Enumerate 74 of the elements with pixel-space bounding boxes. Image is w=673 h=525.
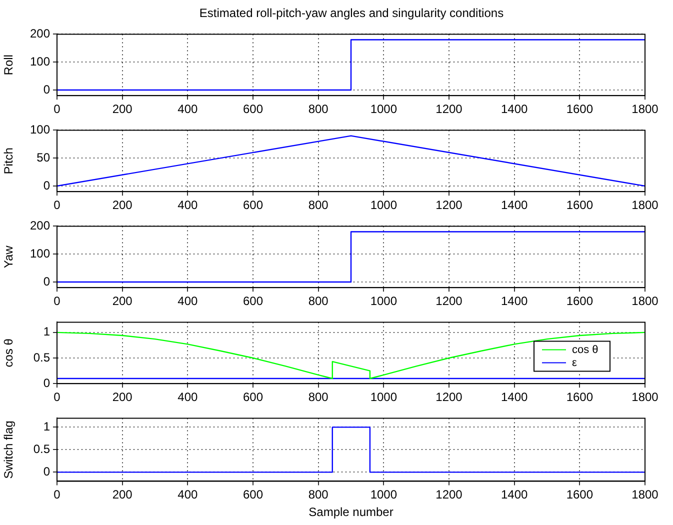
x-tick-label: 1200 (436, 102, 463, 116)
chart-title: Estimated roll-pitch-yaw angles and singularity conditions (198, 5, 505, 22)
y-axis-title: Roll (2, 54, 16, 76)
x-tick-label: 1800 (632, 390, 659, 404)
x-tick-label: 0 (54, 198, 61, 212)
y-tick-label: 100 (30, 54, 50, 68)
y-tick-label: 1 (43, 324, 50, 339)
x-tick-label: 0 (54, 488, 61, 502)
x-tick-label: 0 (54, 102, 61, 116)
x-tick-label: 1000 (370, 198, 398, 212)
y-tick-label: 0 (43, 274, 50, 288)
x-tick-label: 1400 (500, 488, 528, 502)
x-tick-label: 1800 (632, 488, 659, 502)
x-tick-label: 1000 (370, 488, 398, 502)
x-tick-label: 1000 (370, 294, 398, 308)
x-tick-label: 400 (178, 294, 198, 308)
x-tick-label: 1600 (566, 390, 594, 404)
y-tick-label: 0.5 (33, 350, 50, 364)
x-tick-label: 1600 (566, 102, 594, 116)
x-tick-label: 1200 (436, 294, 463, 308)
y-tick-label: 0 (43, 464, 50, 479)
x-tick-label: 400 (178, 102, 198, 116)
legend-label: ε (572, 356, 577, 369)
y-tick-label: 200 (30, 218, 50, 233)
y-tick-label: 0 (43, 376, 50, 390)
x-tick-label: 800 (308, 294, 329, 308)
x-tick-label: 1800 (632, 198, 659, 212)
y-axis-title: Switch flag (2, 420, 16, 479)
x-tick-label: 1800 (632, 294, 659, 308)
x-tick-label: 600 (242, 294, 264, 308)
legend-label: cos θ (572, 344, 598, 356)
y-axis-title: cos θ (2, 338, 16, 368)
x-tick-label: 800 (308, 102, 329, 116)
x-tick-label: 400 (178, 390, 198, 404)
y-tick-label: 100 (30, 122, 50, 137)
y-tick-label: 200 (30, 26, 50, 41)
y-tick-label: 1 (43, 420, 50, 434)
y-tick-label: 0.5 (33, 442, 50, 456)
x-axis-title: Sample number (308, 505, 394, 520)
y-tick-label: 50 (36, 150, 50, 164)
y-axis-title: Pitch (2, 148, 16, 174)
x-tick-label: 1400 (500, 102, 528, 116)
x-tick-label: 1200 (436, 198, 463, 212)
x-tick-label: 1400 (500, 198, 528, 212)
x-tick-label: 600 (242, 102, 264, 116)
x-tick-label: 1600 (566, 198, 594, 212)
x-tick-label: 400 (178, 488, 198, 502)
y-tick-label: 100 (30, 246, 50, 260)
y-axis-title: Yaw (2, 245, 16, 268)
x-tick-label: 0 (54, 294, 61, 308)
x-tick-label: 400 (178, 198, 198, 212)
x-tick-label: 200 (112, 198, 133, 212)
x-tick-label: 600 (242, 390, 264, 404)
x-tick-label: 1400 (500, 294, 528, 308)
x-tick-label: 200 (112, 294, 133, 308)
x-tick-label: 800 (308, 488, 329, 502)
x-tick-label: 0 (54, 390, 61, 404)
x-tick-label: 1600 (566, 294, 594, 308)
x-tick-label: 1000 (370, 390, 398, 404)
x-tick-label: 600 (242, 488, 264, 502)
x-tick-label: 1200 (436, 488, 463, 502)
x-tick-label: 600 (242, 198, 264, 212)
x-tick-label: 1600 (566, 488, 594, 502)
x-tick-label: 200 (112, 390, 133, 404)
x-tick-label: 1400 (500, 390, 528, 404)
x-tick-label: 1000 (370, 102, 398, 116)
x-tick-label: 800 (308, 198, 329, 212)
x-tick-label: 200 (112, 102, 133, 116)
x-tick-label: 1200 (436, 390, 463, 404)
x-tick-label: 800 (308, 390, 329, 404)
x-tick-label: 1800 (632, 102, 659, 116)
x-tick-label: 200 (112, 488, 133, 502)
y-tick-label: 0 (43, 178, 50, 192)
y-tick-label: 0 (43, 82, 50, 96)
